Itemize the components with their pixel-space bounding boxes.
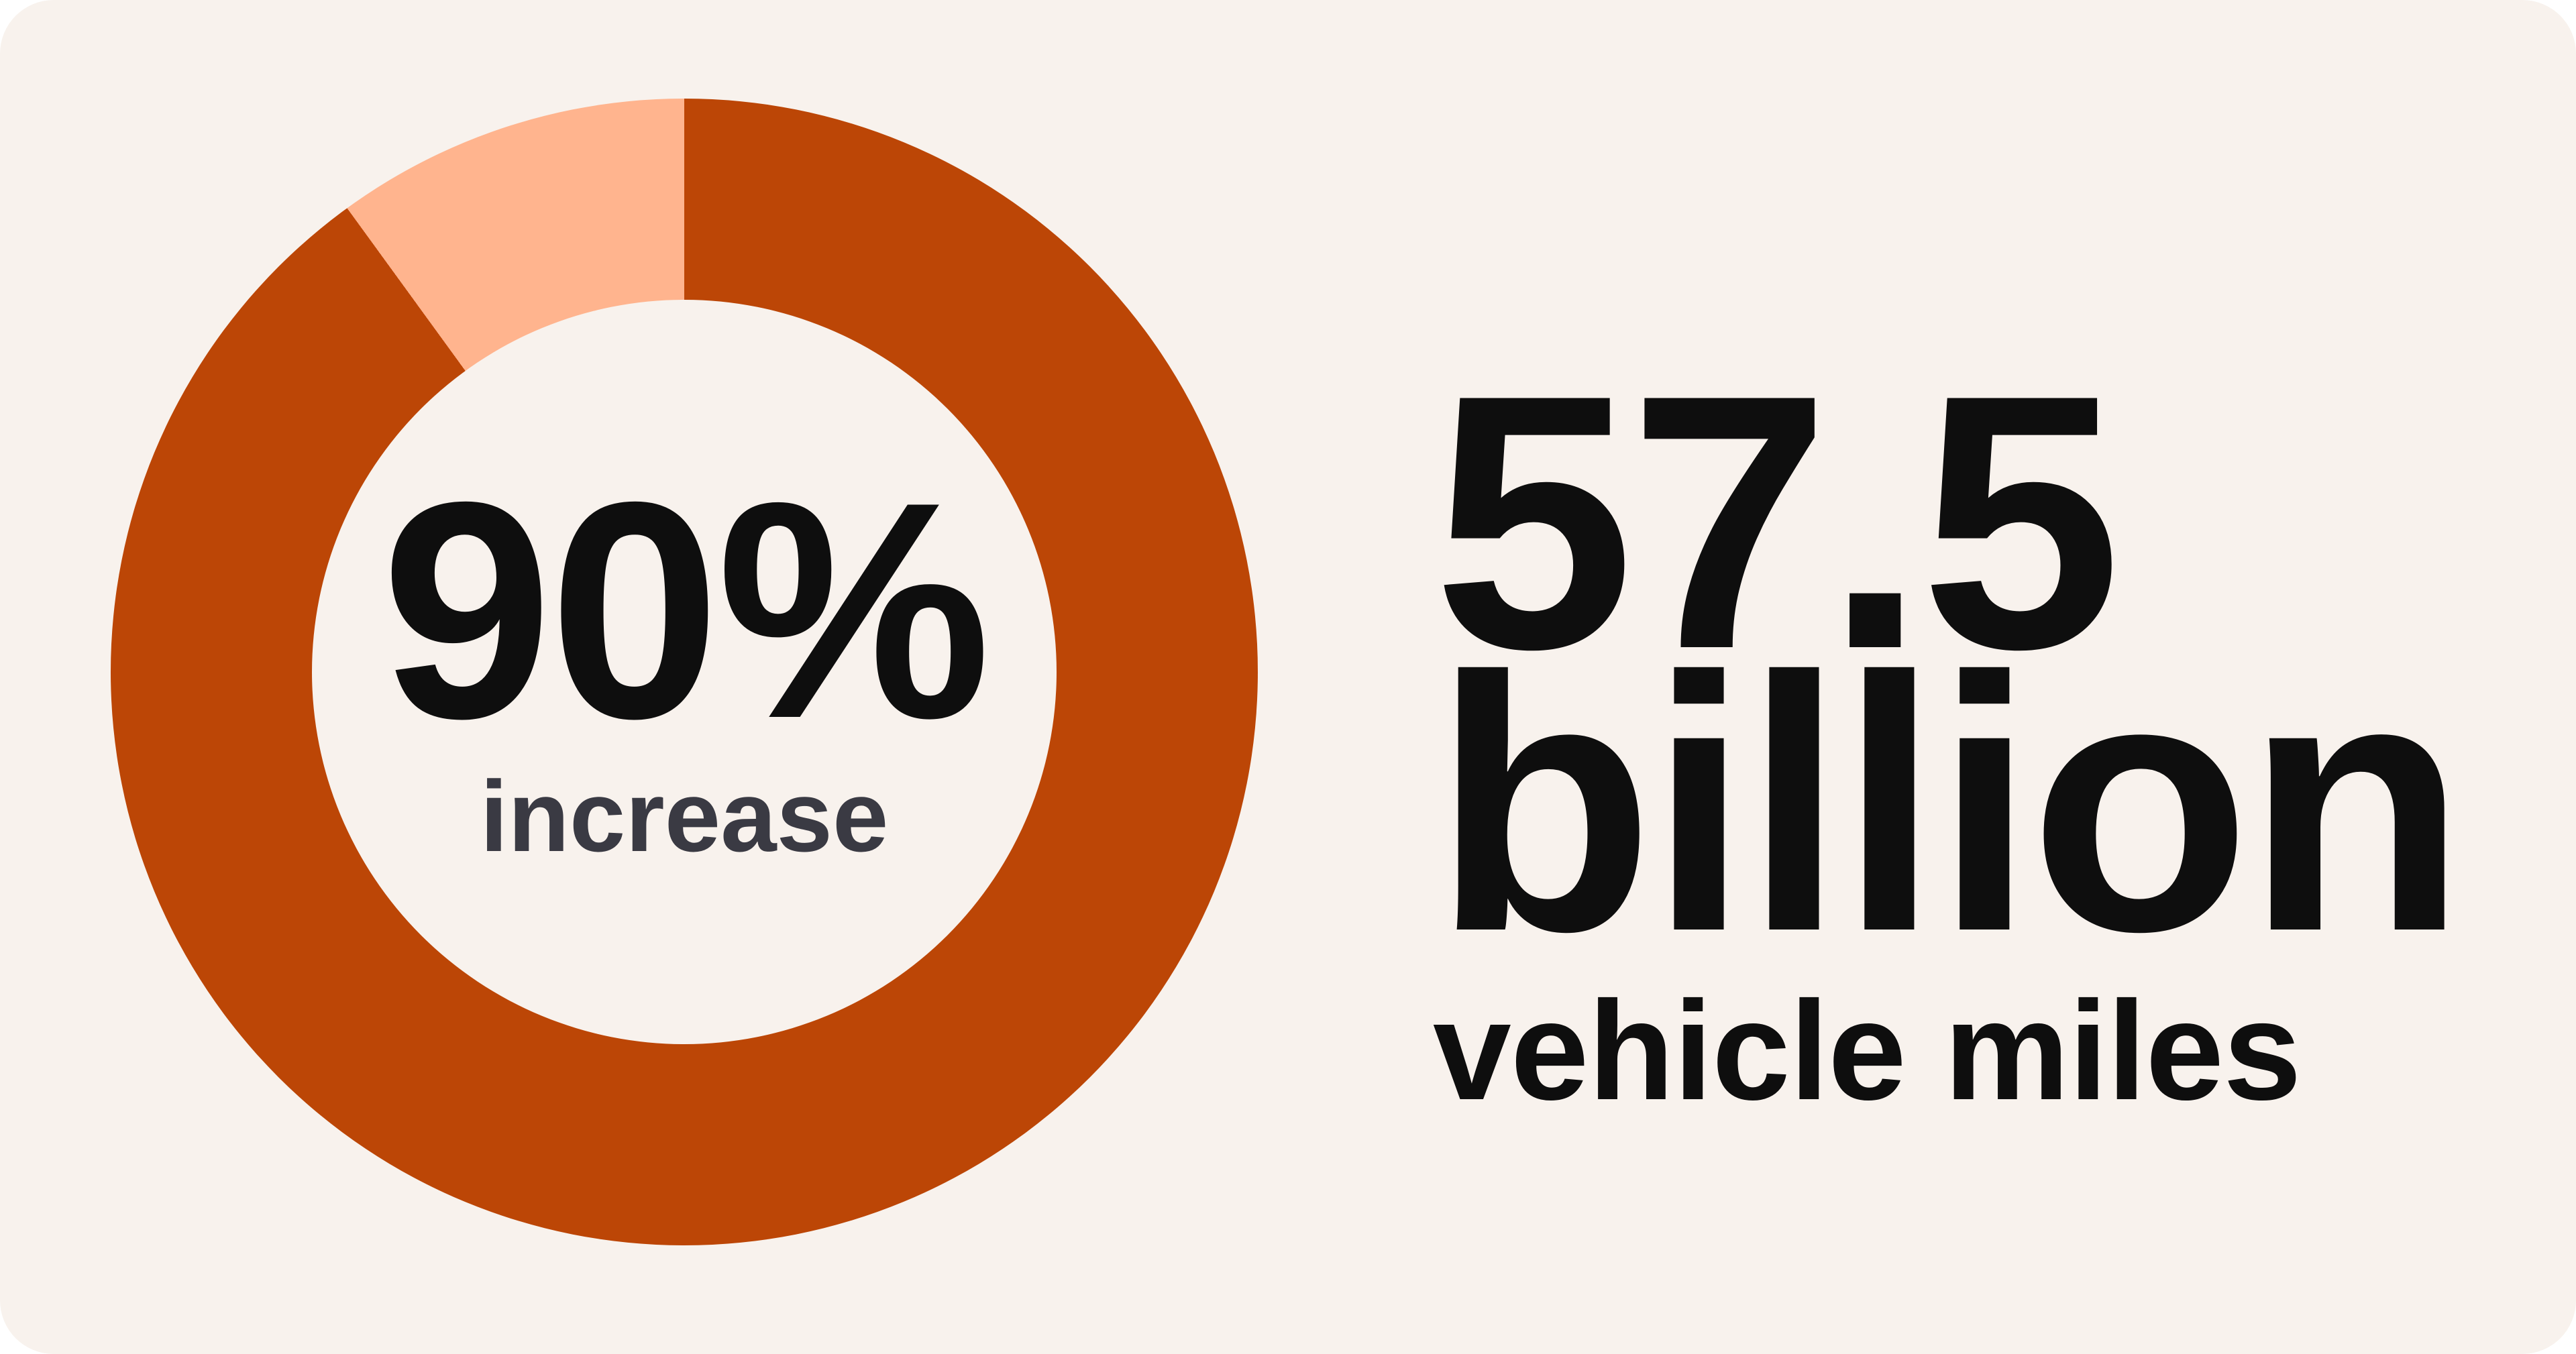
headline-stat: 57.5 billion vehicle miles	[1433, 341, 2467, 1130]
donut-hole: 90% increase	[312, 300, 1057, 1044]
stat-value: 57.5 billion	[1433, 341, 2467, 986]
stat-value-line1: 57.5	[1433, 320, 2122, 724]
donut-center-value: 90%	[380, 439, 991, 783]
stat-value-line2: billion	[1433, 602, 2467, 1007]
donut-chart: 90% increase	[111, 99, 1258, 1245]
donut-center-sublabel: increase	[480, 759, 889, 872]
stat-label: vehicle miles	[1433, 972, 2302, 1130]
